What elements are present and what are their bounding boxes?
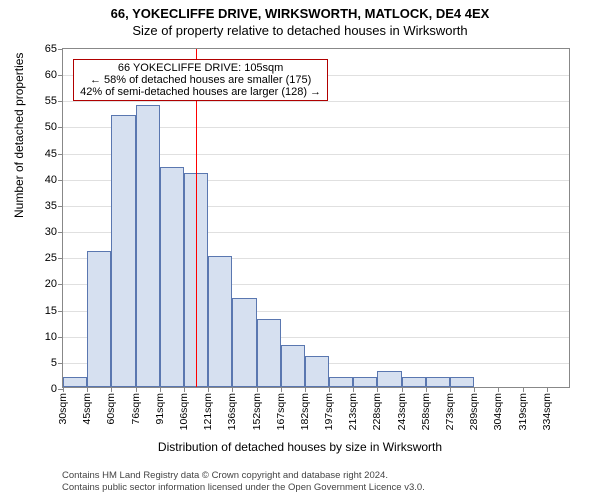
histogram-bar bbox=[402, 377, 426, 387]
y-tick-mark bbox=[58, 258, 63, 259]
histogram-bar bbox=[111, 115, 135, 387]
y-tick-label: 35 bbox=[45, 200, 57, 212]
x-tick-mark bbox=[353, 387, 354, 392]
y-tick-mark bbox=[58, 101, 63, 102]
y-tick-label: 55 bbox=[45, 95, 57, 107]
address-title: 66, YOKECLIFFE DRIVE, WIRKSWORTH, MATLOC… bbox=[0, 0, 600, 21]
x-tick-label: 30sqm bbox=[57, 393, 69, 425]
y-tick-mark bbox=[58, 363, 63, 364]
x-tick-mark bbox=[450, 387, 451, 392]
histogram-bar bbox=[136, 105, 160, 387]
y-tick-mark bbox=[58, 337, 63, 338]
x-tick-label: 60sqm bbox=[105, 393, 117, 425]
histogram-bar bbox=[63, 377, 87, 387]
y-tick-mark bbox=[58, 180, 63, 181]
x-tick-mark bbox=[377, 387, 378, 392]
x-tick-label: 182sqm bbox=[299, 393, 311, 430]
histogram-bar bbox=[160, 167, 184, 387]
histogram-bar bbox=[232, 298, 256, 387]
annotation-box: 66 YOKECLIFFE DRIVE: 105sqm← 58% of deta… bbox=[73, 59, 328, 101]
x-tick-mark bbox=[523, 387, 524, 392]
histogram-bar bbox=[377, 371, 401, 387]
annotation-line: 42% of semi-detached houses are larger (… bbox=[80, 86, 321, 98]
annotation-line: 66 YOKECLIFFE DRIVE: 105sqm bbox=[80, 62, 321, 74]
y-tick-mark bbox=[58, 311, 63, 312]
x-tick-mark bbox=[498, 387, 499, 392]
histogram-bar bbox=[450, 377, 474, 387]
y-tick-label: 20 bbox=[45, 278, 57, 290]
gridline bbox=[63, 101, 569, 102]
x-tick-mark bbox=[547, 387, 548, 392]
y-tick-label: 60 bbox=[45, 69, 57, 81]
y-tick-mark bbox=[58, 206, 63, 207]
histogram-bar bbox=[208, 256, 232, 387]
x-tick-label: 197sqm bbox=[323, 393, 335, 430]
y-tick-label: 45 bbox=[45, 148, 57, 160]
x-tick-mark bbox=[87, 387, 88, 392]
x-tick-label: 45sqm bbox=[81, 393, 93, 425]
x-tick-label: 289sqm bbox=[468, 393, 480, 430]
x-tick-label: 273sqm bbox=[444, 393, 456, 430]
x-tick-mark bbox=[63, 387, 64, 392]
y-axis-label: Number of detached properties bbox=[12, 53, 26, 218]
footer-line: Contains HM Land Registry data © Crown c… bbox=[62, 470, 425, 482]
histogram-bar bbox=[281, 345, 305, 387]
y-tick-mark bbox=[58, 154, 63, 155]
y-tick-mark bbox=[58, 232, 63, 233]
y-tick-label: 50 bbox=[45, 121, 57, 133]
x-tick-label: 136sqm bbox=[226, 393, 238, 430]
x-tick-label: 167sqm bbox=[275, 393, 287, 430]
x-tick-label: 334sqm bbox=[541, 393, 553, 430]
y-tick-mark bbox=[58, 75, 63, 76]
histogram-bar bbox=[87, 251, 111, 387]
y-tick-label: 30 bbox=[45, 226, 57, 238]
x-tick-mark bbox=[111, 387, 112, 392]
x-tick-mark bbox=[208, 387, 209, 392]
y-tick-mark bbox=[58, 127, 63, 128]
x-tick-label: 76sqm bbox=[130, 393, 142, 425]
histogram-bar bbox=[353, 377, 377, 387]
y-tick-mark bbox=[58, 49, 63, 50]
x-tick-label: 243sqm bbox=[396, 393, 408, 430]
x-tick-label: 121sqm bbox=[202, 393, 214, 430]
x-tick-mark bbox=[305, 387, 306, 392]
x-tick-mark bbox=[474, 387, 475, 392]
x-tick-mark bbox=[232, 387, 233, 392]
x-tick-label: 106sqm bbox=[178, 393, 190, 430]
y-tick-label: 10 bbox=[45, 331, 57, 343]
histogram-chart: 0510152025303540455055606530sqm45sqm60sq… bbox=[62, 48, 570, 388]
x-tick-label: 213sqm bbox=[347, 393, 359, 430]
x-tick-label: 319sqm bbox=[517, 393, 529, 430]
x-tick-mark bbox=[184, 387, 185, 392]
x-tick-label: 152sqm bbox=[251, 393, 263, 430]
histogram-bar bbox=[426, 377, 450, 387]
x-tick-label: 258sqm bbox=[420, 393, 432, 430]
x-tick-label: 91sqm bbox=[154, 393, 166, 425]
y-tick-mark bbox=[58, 284, 63, 285]
histogram-bar bbox=[329, 377, 353, 387]
y-tick-label: 65 bbox=[45, 43, 57, 55]
annotation-line: ← 58% of detached houses are smaller (17… bbox=[80, 74, 321, 86]
y-tick-label: 25 bbox=[45, 252, 57, 264]
attribution-footer: Contains HM Land Registry data © Crown c… bbox=[62, 470, 425, 494]
y-tick-label: 40 bbox=[45, 174, 57, 186]
footer-line: Contains public sector information licen… bbox=[62, 482, 425, 494]
x-tick-mark bbox=[402, 387, 403, 392]
histogram-bar bbox=[305, 356, 329, 387]
x-tick-label: 228sqm bbox=[371, 393, 383, 430]
x-tick-mark bbox=[160, 387, 161, 392]
x-axis-label: Distribution of detached houses by size … bbox=[0, 440, 600, 454]
subtitle: Size of property relative to detached ho… bbox=[0, 21, 600, 38]
x-tick-mark bbox=[281, 387, 282, 392]
x-tick-mark bbox=[257, 387, 258, 392]
y-tick-label: 5 bbox=[51, 357, 57, 369]
histogram-bar bbox=[257, 319, 281, 387]
x-tick-mark bbox=[426, 387, 427, 392]
y-tick-label: 15 bbox=[45, 305, 57, 317]
x-tick-label: 304sqm bbox=[492, 393, 504, 430]
x-tick-mark bbox=[136, 387, 137, 392]
x-tick-mark bbox=[329, 387, 330, 392]
